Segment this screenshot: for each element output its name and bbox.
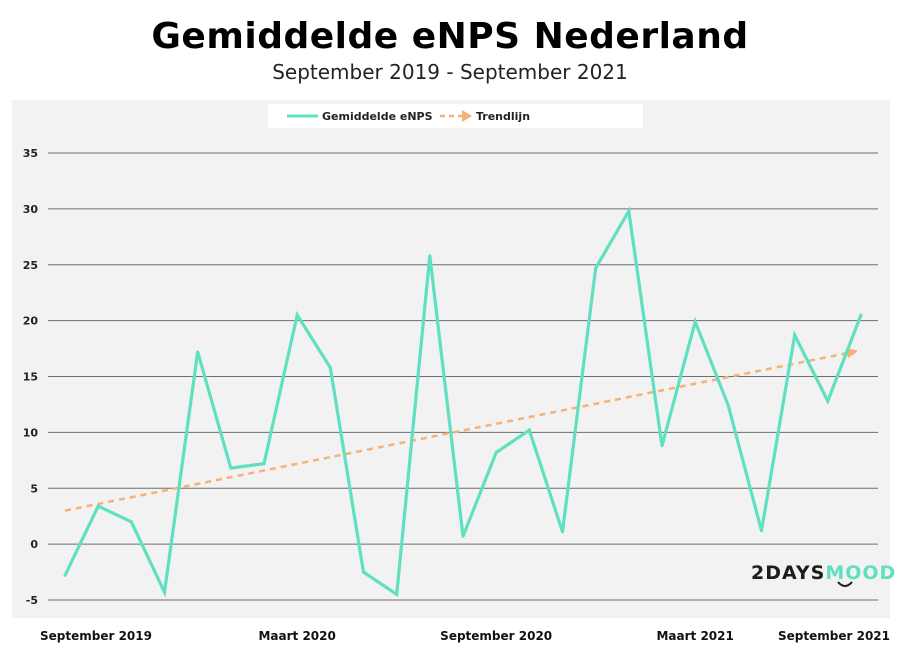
y-tick-label: -5: [26, 594, 38, 607]
svg-text:2DAYSMOOD: 2DAYSMOOD: [751, 562, 896, 584]
x-tick-label: Maart 2021: [656, 629, 733, 643]
series-line-trendlijn: [64, 352, 853, 512]
series-layer: [63, 206, 863, 598]
data-point: [859, 313, 863, 317]
data-point: [229, 466, 233, 470]
data-point: [726, 404, 730, 408]
data-point: [63, 573, 67, 577]
data-point: [826, 399, 830, 403]
data-point: [461, 534, 465, 538]
y-tick-label: 20: [23, 315, 39, 328]
data-point: [163, 590, 166, 594]
data-point: [262, 462, 266, 466]
chart-title: Gemiddelde eNPS Nederland: [151, 16, 749, 57]
chart-subtitle: September 2019 - September 2021: [272, 60, 628, 84]
smile-icon: [837, 581, 853, 587]
x-tick-label: Maart 2020: [258, 629, 335, 643]
x-tick-label: September 2019: [40, 629, 152, 643]
logo-part-1: 2DAYS: [751, 562, 825, 584]
logo-part-2: MOOD: [825, 562, 896, 584]
y-tick-label: 15: [23, 371, 38, 384]
brand-logo: 2DAYSMOOD: [751, 562, 896, 587]
x-tick-label: September 2020: [440, 629, 552, 643]
y-tick-label: 0: [30, 538, 38, 551]
y-tick-label: 30: [23, 203, 39, 216]
plot-area: [12, 100, 890, 618]
legend: Gemiddelde eNPS Trendlijn: [268, 104, 643, 128]
data-point: [561, 530, 564, 534]
legend-label-trend: Trendlijn: [476, 110, 530, 123]
data-point: [129, 520, 133, 524]
data-point: [527, 428, 531, 432]
data-point: [428, 254, 432, 258]
data-point: [594, 266, 598, 270]
data-point: [328, 366, 332, 370]
data-point: [760, 529, 763, 533]
y-tick-label: 5: [30, 482, 38, 495]
x-axis-ticks: September 2019 Maart 2020 September 2020 Ma…: [40, 629, 890, 643]
data-point: [395, 592, 399, 596]
data-point: [660, 444, 664, 448]
data-point: [362, 570, 365, 574]
legend-label-enps: Gemiddelde eNPS: [322, 110, 433, 123]
data-point: [196, 350, 200, 354]
data-point: [793, 333, 797, 337]
y-tick-label: 10: [23, 426, 39, 439]
y-tick-label: 35: [23, 147, 38, 160]
legend-arrow-icon: [462, 110, 472, 122]
data-point: [96, 504, 100, 508]
x-tick-label: September 2021: [778, 629, 890, 643]
data-point: [494, 450, 498, 454]
data-point: [627, 209, 631, 213]
y-tick-label: 25: [23, 259, 38, 272]
data-point: [295, 313, 299, 317]
data-point: [693, 320, 697, 324]
y-axis-ticks: -5 0 5 10 15 20 25 30 35: [23, 147, 39, 607]
